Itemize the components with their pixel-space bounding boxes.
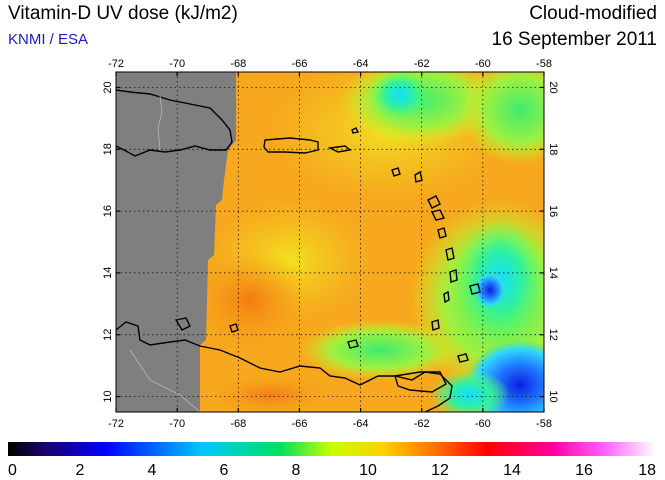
saint-martin-outline <box>391 167 401 177</box>
colorbar-tick-label: 4 <box>148 462 157 479</box>
lon-tick-label: -64 <box>353 418 369 430</box>
map-title: Vitamin-D UV dose (kJ/m2) <box>8 3 238 24</box>
lon-tick-label: -66 <box>291 418 307 430</box>
colorbar-tick-label: 16 <box>575 462 593 479</box>
lat-tick-label: 20 <box>102 81 114 93</box>
lon-tick-label: -62 <box>414 418 430 430</box>
lon-tick-label: -72 <box>108 418 124 430</box>
lat-tick-label: 12 <box>547 329 559 341</box>
lon-tick-label: -58 <box>536 58 552 70</box>
lat-tick-label: 12 <box>102 329 114 341</box>
colorbar-tick-label: 2 <box>76 462 85 479</box>
dominica-outline <box>437 227 447 239</box>
aruba-curacao-outline <box>174 317 191 331</box>
venezuela-coastline <box>116 321 453 412</box>
colorbar-labels: 0 2 4 6 8 10 12 14 16 18 <box>8 462 656 479</box>
lat-tick-label: 18 <box>547 143 559 155</box>
saint-vincent-outline <box>443 290 450 304</box>
virgin-islands-outline <box>327 145 352 153</box>
lon-tick-label: -68 <box>230 418 246 430</box>
martinique-outline <box>445 247 455 261</box>
coastlines <box>116 89 481 412</box>
colorbar-tick-label: 10 <box>359 462 377 479</box>
colorbar-tick-label: 8 <box>292 462 301 479</box>
lat-tick-label: 20 <box>547 81 559 93</box>
axis-ticks <box>115 72 545 412</box>
colorbar-tick-label: 18 <box>638 462 656 479</box>
lat-tick-label: 16 <box>547 205 559 217</box>
lat-tick-label: 16 <box>102 205 114 217</box>
no-data-region <box>116 72 236 412</box>
lat-tick-label: 14 <box>102 267 114 279</box>
trinidad-outline <box>394 371 447 393</box>
anegada-outline <box>351 127 360 134</box>
margarita-outline <box>347 339 359 349</box>
lat-labels-left: 10 12 14 16 18 20 <box>102 81 114 402</box>
product-type-label: Cloud-modified <box>529 3 657 24</box>
colorbar <box>8 442 656 456</box>
credit-label: KNMI / ESA <box>8 31 89 48</box>
lat-tick-label: 10 <box>547 390 559 402</box>
lat-labels-right: 10 12 14 16 18 20 <box>547 81 559 402</box>
lat-tick-label: 18 <box>102 143 114 155</box>
lon-tick-label: -68 <box>230 58 246 70</box>
hispaniola-outline <box>116 89 233 157</box>
lat-tick-label: 14 <box>547 267 559 279</box>
graticule <box>116 72 544 412</box>
guadeloupe-outline <box>427 195 441 209</box>
grenada-outline <box>431 319 440 331</box>
lon-tick-label: -70 <box>169 58 185 70</box>
lon-tick-label: -60 <box>475 58 491 70</box>
lon-labels-bottom: -72 -70 -68 -66 -64 -62 -60 -58 <box>108 418 552 430</box>
colorbar-tick-label: 12 <box>431 462 449 479</box>
lon-tick-label: -62 <box>414 58 430 70</box>
lon-tick-label: -66 <box>291 58 307 70</box>
uv-field <box>116 72 544 412</box>
tobago-outline <box>457 353 469 363</box>
saint-lucia-outline <box>449 269 458 283</box>
lon-tick-label: -70 <box>169 418 185 430</box>
colorbar-tick-label: 0 <box>8 462 17 479</box>
marie-galante-outline <box>430 209 446 221</box>
date-label: 16 September 2011 <box>491 29 658 50</box>
lon-tick-label: -60 <box>475 418 491 430</box>
colorbar-tick-label: 6 <box>220 462 229 479</box>
lon-labels-top: -72 -70 -68 -66 -64 -62 -60 -58 <box>108 58 552 70</box>
lon-tick-label: -64 <box>353 58 369 70</box>
lat-tick-label: 10 <box>102 390 114 402</box>
lon-tick-label: -72 <box>108 58 124 70</box>
barbados-outline <box>469 283 481 295</box>
colorbar-tick-label: 14 <box>503 462 521 479</box>
map-frame <box>115 71 545 413</box>
country-borders <box>129 95 201 412</box>
lon-tick-label: -58 <box>536 418 552 430</box>
